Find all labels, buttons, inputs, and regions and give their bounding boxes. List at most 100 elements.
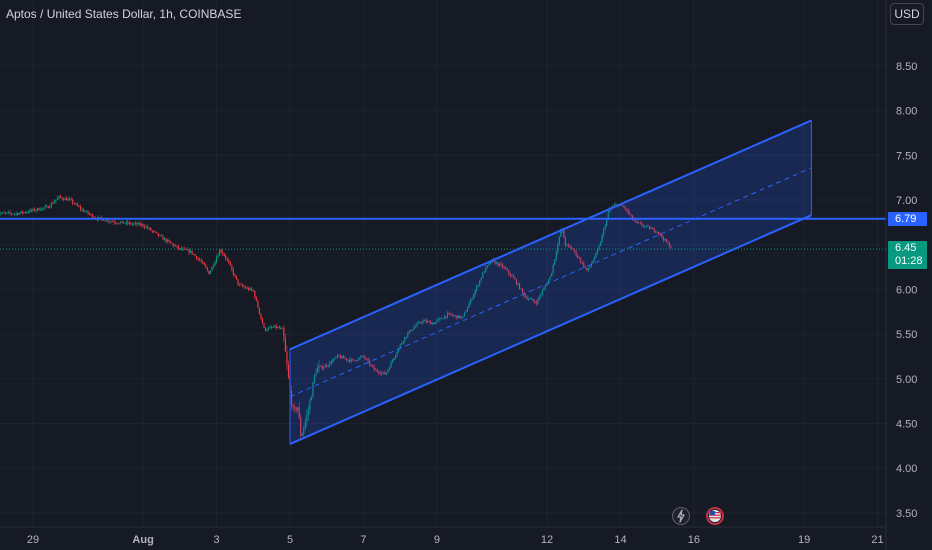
- candle-body: [145, 226, 147, 228]
- price-tick-label: 4.00: [896, 463, 917, 475]
- candle-body: [53, 201, 55, 204]
- candle-body: [263, 323, 265, 328]
- candle-body: [465, 311, 467, 313]
- candle-body: [159, 235, 161, 237]
- time-tick-label: 7: [360, 534, 366, 546]
- candle-body: [228, 259, 230, 263]
- candle-body: [318, 365, 320, 369]
- candle-body: [107, 219, 109, 222]
- candle-body: [333, 357, 335, 361]
- candle-body: [234, 274, 236, 276]
- candle-body: [0, 213, 2, 215]
- candle-body: [119, 222, 121, 224]
- candle-body: [271, 327, 273, 328]
- candle-body: [364, 356, 366, 359]
- candle-body: [567, 244, 570, 246]
- price-axis[interactable]: 3.504.004.505.005.506.006.507.007.508.00…: [896, 61, 917, 520]
- candle-body: [534, 301, 536, 303]
- candle-body: [232, 269, 234, 275]
- candle-body: [615, 204, 617, 206]
- candle-body: [515, 279, 518, 285]
- candle-body: [40, 209, 42, 211]
- candle-body: [554, 259, 556, 265]
- candle-body: [125, 221, 127, 224]
- candle-body: [150, 228, 152, 231]
- candle-body: [650, 228, 652, 230]
- candle-body: [124, 223, 126, 225]
- candle-body: [168, 239, 170, 242]
- time-axis[interactable]: 29 Aug 3 5 7 9 12 14 16 19 21: [27, 534, 884, 546]
- candle-body: [283, 328, 285, 339]
- candle-body: [442, 318, 444, 320]
- candle-body: [413, 327, 415, 330]
- candle-body: [476, 286, 478, 291]
- candle-body: [411, 329, 413, 332]
- candle-body: [494, 260, 496, 264]
- candle-body: [446, 313, 449, 318]
- candle-body: [468, 303, 470, 308]
- candle-body: [206, 267, 208, 271]
- candle-body: [90, 214, 92, 216]
- candle-body: [361, 355, 363, 358]
- price-tick-label: 6.00: [896, 284, 917, 296]
- candle-body: [307, 410, 309, 415]
- candle-body: [520, 288, 522, 290]
- price-tick-label: 7.50: [896, 150, 917, 162]
- candle-body: [652, 228, 654, 230]
- candle-body: [368, 360, 371, 365]
- candle-body: [4, 212, 7, 214]
- candle-body: [350, 359, 352, 362]
- channel-upper-line[interactable]: [289, 119, 812, 351]
- candle-body: [499, 263, 501, 266]
- candle-body: [105, 219, 107, 222]
- candle-body: [321, 366, 323, 369]
- candle-body: [661, 234, 663, 238]
- candle-body: [133, 223, 135, 225]
- candle-body: [459, 315, 461, 319]
- candle-body: [638, 222, 640, 224]
- candle-body: [316, 368, 319, 373]
- grid: [0, 0, 886, 527]
- candle-body: [405, 336, 407, 338]
- candle-body: [344, 358, 346, 360]
- candle-body: [387, 369, 389, 373]
- candle-body: [214, 261, 216, 266]
- price-tick-label: 4.50: [896, 419, 917, 431]
- candle-body: [589, 266, 591, 269]
- candle-body: [180, 248, 182, 250]
- candle-body: [375, 369, 377, 371]
- candle-body: [92, 214, 94, 218]
- channel-lower-line[interactable]: [289, 214, 812, 445]
- candle-body: [59, 196, 62, 198]
- currency-button[interactable]: USD: [890, 3, 924, 25]
- candle-body: [87, 211, 89, 214]
- candle-body: [128, 222, 130, 224]
- candle-body: [160, 235, 163, 237]
- lightning-bolt-icon[interactable]: [672, 507, 690, 525]
- candle-body: [353, 359, 355, 361]
- candle-body: [116, 223, 118, 224]
- candle-body: [632, 215, 634, 220]
- candle-body: [131, 223, 134, 225]
- candle-body: [81, 209, 83, 211]
- candle-body: [310, 396, 313, 401]
- candle-body: [604, 225, 606, 230]
- candle-body: [346, 358, 348, 361]
- candle-body: [341, 356, 343, 359]
- time-tick-label: 29: [27, 534, 39, 546]
- candle-body: [240, 284, 242, 286]
- candle-body: [335, 357, 337, 359]
- time-tick-label: 3: [213, 534, 219, 546]
- candle-body: [376, 369, 378, 372]
- candle-body: [196, 256, 198, 259]
- candle-body: [372, 365, 374, 367]
- us-flag-icon[interactable]: [706, 507, 724, 525]
- candle-body: [222, 251, 224, 254]
- candle-body: [157, 233, 160, 236]
- candle-body: [404, 336, 406, 342]
- candle-body: [332, 360, 334, 363]
- candle-body: [248, 287, 250, 291]
- candle-body: [474, 290, 476, 295]
- channel-drawing[interactable]: [289, 119, 812, 445]
